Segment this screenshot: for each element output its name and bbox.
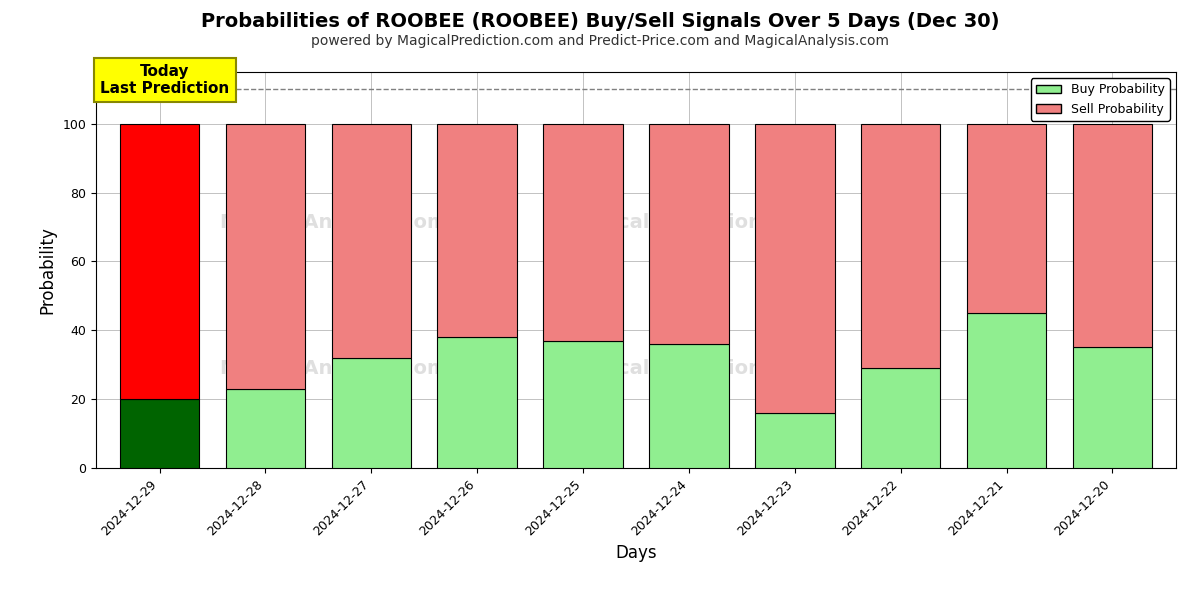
Bar	[649, 344, 728, 468]
Bar	[1073, 347, 1152, 468]
Text: MagicalPrediction.com: MagicalPrediction.com	[565, 213, 815, 232]
Bar	[649, 124, 728, 344]
Text: MagicalPrediction.com: MagicalPrediction.com	[565, 359, 815, 379]
Bar	[544, 124, 623, 341]
Text: Probabilities of ROOBEE (ROOBEE) Buy/Sell Signals Over 5 Days (Dec 30): Probabilities of ROOBEE (ROOBEE) Buy/Sel…	[200, 12, 1000, 31]
Text: powered by MagicalPrediction.com and Predict-Price.com and MagicalAnalysis.com: powered by MagicalPrediction.com and Pre…	[311, 34, 889, 48]
Bar	[967, 124, 1046, 313]
Bar	[120, 124, 199, 399]
Y-axis label: Probability: Probability	[38, 226, 56, 314]
Bar	[755, 413, 834, 468]
Legend: Buy Probability, Sell Probability: Buy Probability, Sell Probability	[1031, 78, 1170, 121]
Bar	[544, 341, 623, 468]
Bar	[331, 358, 412, 468]
Text: MagicalAnalysis.com: MagicalAnalysis.com	[220, 359, 448, 379]
X-axis label: Days: Days	[616, 544, 656, 562]
Bar	[120, 399, 199, 468]
Bar	[438, 124, 517, 337]
Bar	[331, 124, 412, 358]
Bar	[226, 389, 305, 468]
Text: MagicalAnalysis.com: MagicalAnalysis.com	[220, 213, 448, 232]
Bar	[862, 124, 941, 368]
Bar	[862, 368, 941, 468]
Bar	[967, 313, 1046, 468]
Bar	[438, 337, 517, 468]
Bar	[226, 124, 305, 389]
Bar	[755, 124, 834, 413]
Bar	[1073, 124, 1152, 347]
Text: Today
Last Prediction: Today Last Prediction	[100, 64, 229, 96]
